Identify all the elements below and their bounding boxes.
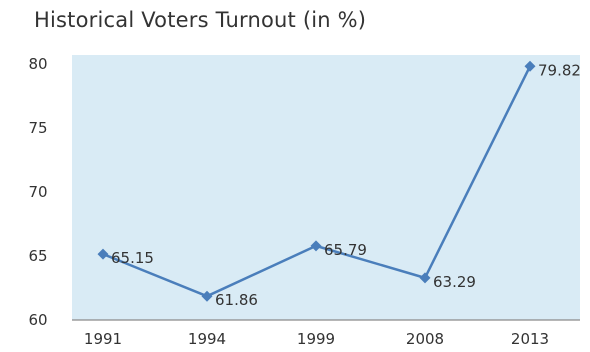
data-label: 65.79 [324,241,367,259]
y-axis-ticks: 60 65 70 75 80 [28,55,47,329]
y-tick-label: 75 [28,119,47,137]
data-point-marker [419,272,431,284]
x-tick-label: 1991 [84,330,122,348]
data-point-marker [97,248,109,260]
x-tick-label: 2008 [406,330,444,348]
data-point-marker [201,290,213,302]
data-label: 79.82 [538,61,581,79]
data-point-marker [310,240,322,252]
x-tick-label: 1994 [188,330,226,348]
data-label: 63.29 [433,273,476,291]
y-tick-label: 65 [28,247,47,265]
y-tick-label: 80 [28,55,47,73]
data-label: 65.15 [111,249,154,267]
x-tick-label: 2013 [511,330,549,348]
data-markers [97,60,536,302]
y-tick-label: 60 [28,311,47,329]
data-label: 61.86 [215,291,258,309]
chart-title: Historical Voters Turnout (in %) [34,8,367,32]
y-tick-label: 70 [28,183,47,201]
plot-area [72,55,580,320]
x-axis-ticks: 1991 1994 1999 2008 2013 [84,330,549,348]
data-labels: 65.15 61.86 65.79 63.29 79.82 [111,61,581,309]
x-tick-label: 1999 [297,330,335,348]
data-point-marker [524,60,536,72]
